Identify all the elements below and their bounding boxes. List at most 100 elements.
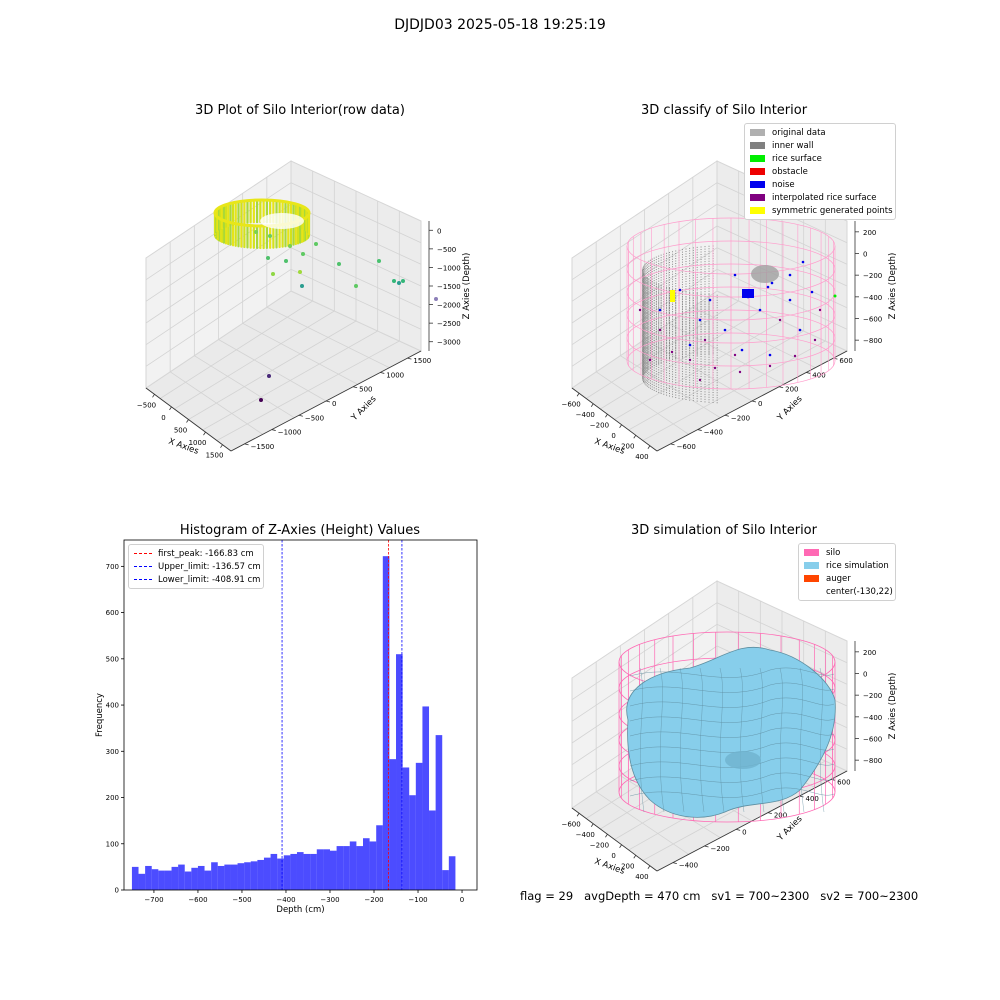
histogram-bar (323, 849, 330, 890)
grid-line (571, 203, 848, 302)
histogram-bar (184, 871, 192, 890)
x-tick-label: −200 (590, 841, 609, 849)
x-tick-label: −600 (188, 896, 207, 904)
x-tick (576, 813, 580, 817)
scatter-point (434, 297, 438, 301)
y-tick-label: 400 (106, 702, 119, 710)
interpolated-point (638, 308, 642, 312)
legend-label: auger (826, 573, 851, 584)
histogram-bar (283, 855, 291, 890)
histogram-bar (211, 862, 218, 890)
noise-point (733, 273, 737, 277)
histogram-bar (415, 762, 423, 890)
y-tick-label: −1000 (278, 429, 302, 437)
x-tick-label: 500 (174, 427, 187, 435)
legend-item: Lower_limit: -408.91 cm (134, 573, 260, 586)
y-tick-label: 500 (106, 655, 119, 663)
z-tick-label: 0 (863, 671, 867, 679)
y-tick (806, 372, 811, 374)
surface-mesh-line (659, 667, 665, 813)
x-tick (186, 419, 189, 423)
y-tick-label: −600 (677, 443, 696, 451)
legend-swatch (750, 207, 765, 214)
histogram-bar (442, 870, 449, 890)
y-tick (670, 443, 675, 446)
scatter-point (300, 284, 304, 288)
interpolated-point (733, 353, 737, 357)
y-tick-label: −200 (711, 845, 730, 853)
surface-mesh-line (629, 772, 835, 783)
scatter-point (288, 244, 292, 248)
histogram-bar (422, 706, 430, 890)
y-tick-label: 1000 (386, 371, 404, 379)
x-tick (605, 414, 608, 418)
interpolated-point (648, 358, 652, 362)
noise-point (708, 298, 712, 302)
noise-point (723, 328, 727, 332)
scatter-point (266, 256, 270, 260)
noise-point (688, 343, 692, 347)
y-axis-label: Frequency (95, 693, 105, 737)
legend-item: center(-130,22) (804, 585, 893, 598)
histogram-bar (389, 759, 397, 890)
y-tick-label: 200 (785, 386, 798, 394)
legend-line (134, 579, 152, 580)
legend-item: symmetric generated points (750, 204, 893, 217)
y-tick (271, 429, 276, 431)
surface-mesh-line (629, 787, 835, 798)
legend-line (134, 553, 152, 554)
grid-line (145, 182, 422, 281)
legend-item: rice simulation (804, 559, 890, 572)
interpolated-point (670, 350, 674, 354)
x-tick-label: −100 (408, 896, 427, 904)
original-data-cluster (751, 265, 779, 283)
legend-label: Upper_limit: -136.57 cm (158, 561, 261, 572)
y-tick-label: 600 (837, 778, 850, 786)
legend-label: interpolated rice surface (772, 192, 877, 203)
scatter-point (397, 281, 401, 285)
y-tick (697, 429, 702, 431)
z-tick-label: 0 (437, 227, 441, 235)
surface-mesh-line (679, 667, 685, 813)
y-tick-label: 0 (758, 400, 762, 408)
scatter-point (354, 284, 358, 288)
legend-label: rice simulation (826, 560, 889, 571)
y-tick (751, 400, 757, 403)
y-tick-label: 200 (774, 812, 787, 820)
noise-point (758, 308, 762, 312)
surface-mesh-line (629, 667, 835, 678)
y-tick (325, 400, 331, 403)
histogram-bar (376, 825, 383, 890)
histogram-bar (197, 865, 205, 890)
x-tick-label: 400 (635, 453, 648, 461)
noise-point (798, 328, 802, 332)
y-tick (779, 386, 784, 389)
histogram-bar (250, 861, 258, 890)
histogram-bar (369, 841, 377, 890)
histogram-bar (290, 853, 297, 890)
y-tick-label: 400 (806, 795, 819, 803)
grid-line (571, 247, 848, 346)
histogram-bar (435, 735, 443, 890)
y-tick-label: −400 (704, 429, 723, 437)
legend-label: silo (826, 547, 841, 558)
y-tick (736, 828, 741, 831)
y-tick-label: 0 (115, 887, 119, 895)
x-tick (633, 855, 637, 859)
noise-point (770, 281, 774, 285)
scatter-point (284, 259, 288, 263)
histogram-bar (402, 767, 410, 890)
x-tick (152, 394, 155, 398)
noise-point (788, 273, 792, 277)
legend-item: auger (804, 572, 890, 585)
histogram-bar (349, 841, 357, 890)
y-tick (833, 357, 838, 360)
legend-swatch (804, 562, 819, 569)
interpolated-point (688, 358, 692, 362)
x-tick-label: −600 (561, 820, 580, 828)
histogram-bar (237, 863, 245, 890)
histogram-bar (310, 853, 317, 890)
histogram-bar (257, 859, 264, 890)
